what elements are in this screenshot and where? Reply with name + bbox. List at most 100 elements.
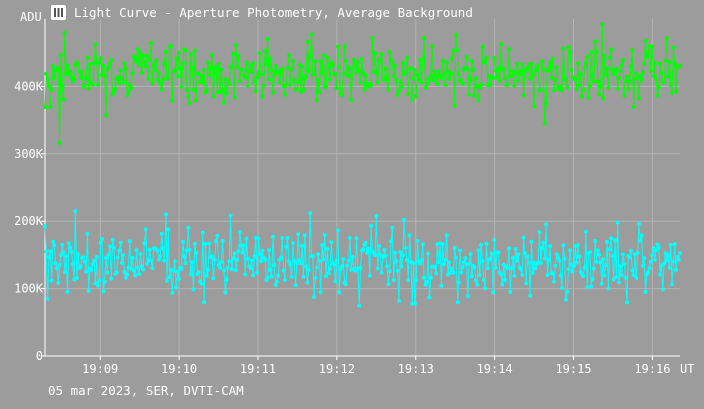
data-point <box>465 67 470 72</box>
data-point <box>631 273 636 277</box>
data-point <box>180 239 185 244</box>
data-point <box>76 252 81 257</box>
data-point <box>579 94 584 99</box>
data-point <box>194 98 199 103</box>
data-point <box>309 32 314 37</box>
data-point <box>667 265 672 270</box>
data-point <box>574 260 579 265</box>
data-point <box>560 88 564 93</box>
data-point <box>168 44 173 48</box>
data-point <box>483 286 488 291</box>
data-point <box>564 297 568 302</box>
data-point <box>607 247 612 252</box>
data-point <box>611 277 616 282</box>
series-1 <box>43 209 682 308</box>
data-point <box>118 240 123 245</box>
data-point <box>581 274 586 279</box>
data-point <box>658 272 663 277</box>
data-point <box>630 48 635 52</box>
data-point <box>507 246 511 251</box>
data-point <box>52 243 57 248</box>
data-point <box>642 256 647 260</box>
data-point <box>142 60 147 65</box>
data-point <box>194 250 199 255</box>
data-point <box>493 68 498 73</box>
data-point <box>321 257 326 262</box>
data-point <box>385 264 389 269</box>
data-point <box>211 94 216 99</box>
data-point <box>296 80 301 85</box>
data-point <box>218 265 222 270</box>
data-point <box>174 56 179 61</box>
data-point <box>397 88 401 93</box>
data-point <box>640 263 645 268</box>
data-point <box>546 258 551 262</box>
data-point <box>101 63 106 68</box>
data-point <box>480 259 485 264</box>
data-point <box>428 275 433 280</box>
data-point <box>635 251 640 255</box>
data-point <box>139 70 144 75</box>
data-point <box>325 55 330 60</box>
data-point <box>520 62 525 67</box>
data-point <box>240 250 245 255</box>
data-point <box>64 254 69 258</box>
data-point <box>420 58 425 63</box>
data-point <box>255 75 260 80</box>
data-point <box>123 66 128 71</box>
data-point <box>378 252 383 257</box>
data-point <box>212 257 217 262</box>
data-point <box>229 64 234 69</box>
data-point <box>86 86 91 91</box>
data-point <box>245 256 250 261</box>
data-point <box>51 64 55 68</box>
light-curve-icon[interactable] <box>51 4 66 20</box>
data-point <box>322 233 327 237</box>
data-point <box>350 67 355 72</box>
data-point <box>353 268 358 273</box>
data-point <box>233 268 238 273</box>
data-point <box>404 257 409 262</box>
data-point <box>159 231 164 236</box>
data-point <box>155 248 160 253</box>
data-point <box>614 66 619 71</box>
data-point <box>354 70 359 75</box>
data-point <box>472 265 477 270</box>
data-point <box>473 76 478 81</box>
data-point <box>104 113 108 118</box>
data-point <box>503 76 507 81</box>
data-point <box>90 262 95 267</box>
data-point <box>256 236 261 241</box>
x-tick-label: 19:14 <box>477 362 513 376</box>
data-point <box>626 87 631 92</box>
data-point <box>528 293 533 298</box>
x-tick-label: 19:11 <box>240 362 276 376</box>
data-point <box>52 75 57 80</box>
y-tick-label: 200K <box>14 214 44 228</box>
data-point <box>188 272 193 277</box>
data-point <box>369 83 374 88</box>
data-point <box>273 282 278 287</box>
data-point <box>314 265 319 270</box>
data-point <box>306 268 311 272</box>
data-point <box>414 278 419 283</box>
data-point <box>603 263 608 268</box>
data-point <box>643 38 648 43</box>
data-point <box>233 43 238 48</box>
data-point <box>455 300 460 305</box>
data-point <box>450 266 454 271</box>
data-point <box>255 270 260 275</box>
data-point <box>477 273 482 278</box>
data-point <box>375 266 380 271</box>
data-point <box>231 256 236 261</box>
data-point <box>317 259 322 264</box>
data-point <box>609 236 614 241</box>
data-point <box>419 80 424 85</box>
data-point <box>243 75 248 80</box>
data-point <box>644 55 649 59</box>
data-point <box>44 249 49 254</box>
data-point <box>436 260 441 265</box>
data-point <box>394 259 399 264</box>
data-point <box>406 278 411 283</box>
data-point <box>316 252 321 257</box>
